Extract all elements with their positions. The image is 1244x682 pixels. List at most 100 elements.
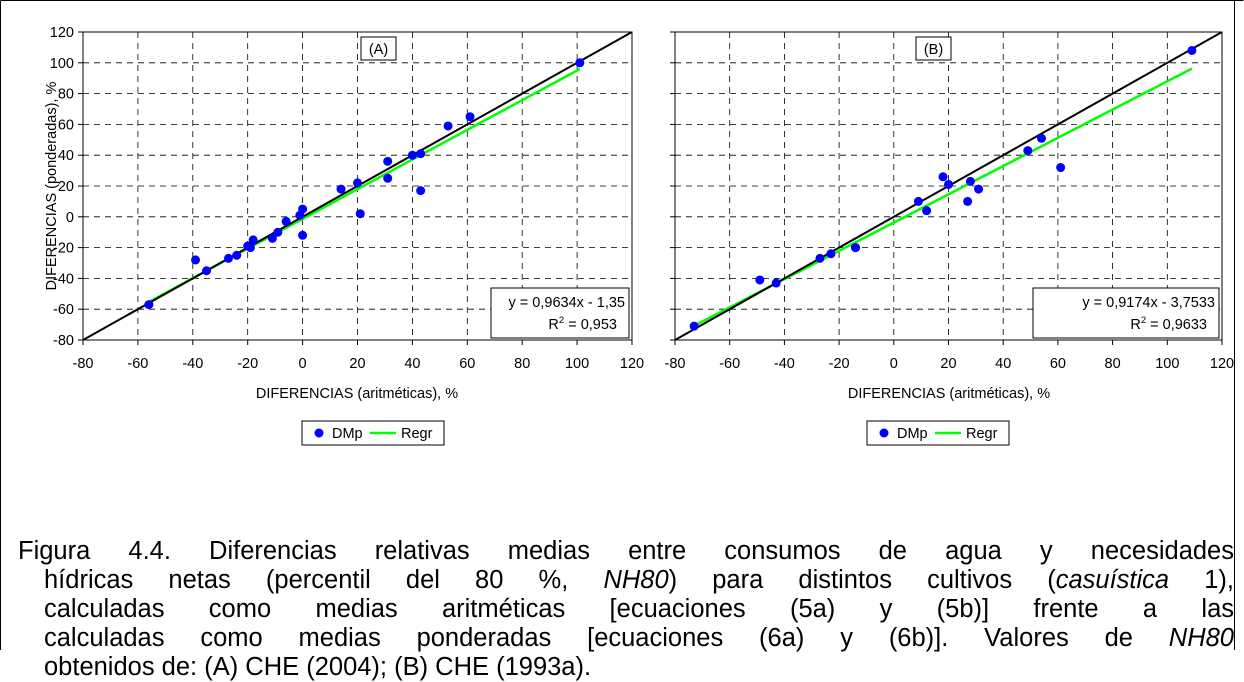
data-point	[1023, 146, 1033, 156]
panel-label: (B)	[924, 42, 943, 58]
x-tick-label: -80	[665, 356, 686, 372]
x-tick-label: 40	[995, 356, 1011, 372]
data-point	[273, 227, 283, 237]
data-point	[144, 300, 154, 310]
caption-line-5: obtenidos de: (A) CHE (2004); (B) CHE (1…	[44, 653, 592, 681]
legend-label-regr: Regr	[401, 426, 433, 442]
data-point	[267, 233, 277, 243]
caption-line-4: calculadas como medias ponderadas [ecuac…	[44, 624, 1234, 652]
data-point	[974, 184, 984, 194]
x-tick-label: 20	[349, 356, 365, 372]
y-tick-label: 80	[58, 87, 74, 103]
legend-marker-dmp	[314, 428, 324, 438]
equation-box	[490, 287, 630, 339]
data-point	[575, 58, 585, 68]
r-squared-exponent: 2	[559, 315, 564, 326]
data-point	[202, 266, 212, 276]
x-tick-label: -60	[719, 356, 740, 372]
data-point	[298, 230, 308, 240]
data-point	[353, 178, 362, 188]
x-tick-label: -40	[182, 356, 203, 372]
x-tick-label: 120	[1210, 356, 1234, 372]
y-tick-label: -20	[53, 241, 74, 257]
r-squared-symbol: R	[1130, 317, 1140, 333]
legend-label-dmp: DMp	[332, 426, 363, 442]
data-point	[1056, 163, 1066, 173]
legend-label-dmp: DMp	[897, 426, 928, 442]
x-tick-label: 0	[299, 356, 307, 372]
x-tick-label: 80	[1105, 356, 1121, 372]
x-tick-label: 20	[940, 356, 956, 372]
y-tick-label: -60	[53, 302, 74, 318]
chart-panel-a: -80 -60 -40 -20 0 20 40 60 80 100 120 -80 -60 -40 -20 0…	[44, 25, 644, 446]
data-point	[416, 186, 426, 196]
y-tick-label: 40	[58, 148, 74, 164]
data-point	[383, 156, 393, 166]
data-point	[755, 275, 765, 285]
x-tick-label: 0	[890, 356, 898, 372]
data-point	[465, 112, 475, 122]
x-tick-label: 40	[404, 356, 420, 372]
y-tick-label: 100	[50, 56, 74, 72]
r-squared-value: R2 = 0,953	[548, 315, 617, 333]
x-tick-label: 120	[620, 356, 644, 372]
r-squared-number: = 0,9633	[1146, 317, 1207, 333]
legend-label-regr: Regr	[966, 426, 998, 442]
panel-label-box	[915, 36, 952, 61]
r-squared-exponent: 2	[1141, 315, 1146, 326]
y-tick-label: -80	[53, 333, 74, 349]
x-tick-label: -40	[774, 356, 795, 372]
data-point	[336, 184, 346, 194]
data-point	[938, 172, 948, 182]
r-squared-symbol: R	[548, 317, 558, 333]
y-tick-label: 60	[58, 117, 74, 133]
caption-line-1: Figura 4.4. Diferencias relativas medias…	[18, 537, 1234, 565]
regression-equation: y = 0,9634x - 1,35	[509, 295, 625, 311]
data-point	[922, 206, 932, 216]
data-point	[944, 179, 953, 189]
r-squared-value: R2 = 0,9633	[1130, 315, 1207, 333]
r-squared-number: = 0,953	[564, 317, 617, 333]
regression-equation: y = 0,9174x - 3,7533	[1082, 295, 1215, 311]
data-point	[689, 321, 699, 331]
x-tick-label: 80	[514, 356, 530, 372]
data-point	[191, 255, 201, 265]
caption-line-2: hídricas netas (percentil del 80 %, NH80…	[44, 566, 1235, 594]
data-point	[416, 149, 426, 159]
x-axis-title: DIFERENCIAS (aritméticas), %	[848, 386, 1050, 402]
data-point	[913, 196, 923, 206]
data-point	[443, 121, 453, 131]
y-tick-label: 120	[50, 25, 74, 41]
data-point	[815, 253, 825, 263]
x-tick-label: 100	[565, 356, 589, 372]
data-point	[248, 235, 258, 245]
data-point	[407, 150, 417, 160]
x-tick-label: 100	[1155, 356, 1179, 372]
data-point	[826, 249, 836, 259]
y-tick-label: 20	[58, 179, 74, 195]
data-point	[383, 173, 393, 183]
data-point	[232, 250, 242, 260]
x-tick-label: -80	[73, 356, 94, 372]
y-tick-label: -40	[53, 271, 74, 287]
data-point	[355, 209, 365, 219]
data-point	[963, 196, 973, 206]
x-tick-label: 60	[1050, 356, 1066, 372]
panel-label: (A)	[369, 42, 388, 58]
data-point	[281, 216, 291, 226]
equation-box	[1032, 287, 1220, 339]
chart-panel-b: -80 -60 -40 -20 0 20 40 60 80 100 120 DIFERENCIAS (…	[665, 31, 1234, 446]
data-point	[771, 278, 781, 288]
x-tick-label: 60	[459, 356, 475, 372]
legend-marker-dmp	[879, 428, 889, 438]
figure-frame: -80 -60 -40 -20 0 20 40 60 80 100 120 -80 -60 -40 -20 0…	[0, 0, 1244, 650]
data-point	[965, 176, 975, 186]
x-tick-label: -60	[127, 356, 148, 372]
data-point	[1187, 45, 1197, 55]
data-point	[851, 243, 861, 253]
data-point	[245, 243, 255, 253]
x-axis-title: DIFERENCIAS (aritméticas), %	[256, 386, 458, 402]
caption-line-3: calculadas como medias aritméticas [ecua…	[44, 595, 1234, 623]
panel-label-box	[360, 36, 397, 61]
x-tick-label: -20	[237, 356, 258, 372]
